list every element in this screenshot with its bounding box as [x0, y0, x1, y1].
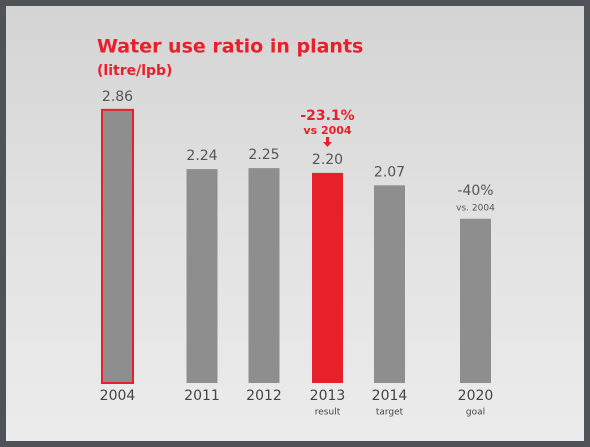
bar [460, 218, 491, 383]
x-tick-label: 2004 [100, 388, 136, 404]
bar [248, 168, 280, 383]
annotation-note: vs. 2004 [456, 204, 495, 214]
annotation: -40% [457, 183, 493, 199]
value-label: 2.20 [312, 152, 343, 168]
bar [186, 169, 218, 383]
x-tick-label: 2013 [310, 388, 346, 404]
bar [374, 185, 405, 383]
x-sublabel: result [315, 408, 341, 418]
value-label: 2.25 [248, 147, 279, 163]
x-sublabel: goal [466, 408, 485, 418]
x-tick-label: 2014 [372, 388, 408, 404]
annotation: -23.1% [300, 108, 354, 124]
value-label: 2.24 [186, 148, 217, 164]
value-label: 2.86 [102, 89, 133, 105]
x-sublabel: target [376, 408, 404, 418]
x-tick-label: 2020 [458, 388, 494, 404]
chart-title: Water use ratio in plants [97, 36, 363, 58]
x-tick-label: 2012 [246, 388, 282, 404]
chart-subtitle: (litre/lpb) [97, 63, 172, 79]
x-tick-label: 2011 [184, 388, 220, 404]
arrow [323, 137, 332, 147]
bar [312, 172, 343, 383]
bar [101, 108, 134, 385]
annotation-note: vs 2004 [303, 124, 352, 137]
value-label: 2.07 [374, 164, 405, 180]
